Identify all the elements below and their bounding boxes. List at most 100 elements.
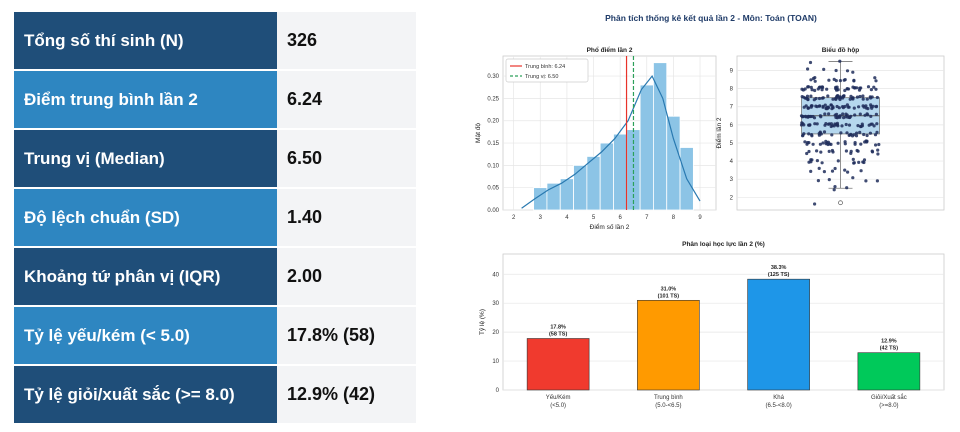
boxplot-point: [872, 85, 876, 89]
bar-category-label: Khá: [773, 395, 784, 401]
boxplot-point: [838, 114, 842, 118]
boxplot-point: [827, 78, 831, 82]
boxplot-point: [870, 149, 874, 153]
legend-median-label: Trung vị: 6.50: [525, 74, 558, 80]
bar-pct-label: 12.9%: [881, 339, 897, 345]
histogram-xtick: 8: [672, 215, 676, 221]
boxplot-point: [809, 160, 813, 164]
boxplot-point: [860, 122, 864, 126]
boxplot-point: [818, 114, 822, 118]
boxplot-point: [838, 59, 842, 63]
boxplot-point: [832, 188, 836, 192]
boxplot-point: [874, 112, 878, 116]
stat-label: Điểm trung bình lần 2: [14, 71, 277, 128]
boxplot-point: [834, 68, 838, 73]
legend-mean-label: Trung bình: 6.24: [525, 64, 565, 70]
bar-category-range: (<5.0): [550, 403, 566, 409]
histogram-ytick: 0.15: [487, 141, 499, 147]
histogram-ytick: 0.25: [487, 96, 499, 102]
stat-value: 326: [277, 12, 416, 69]
boxplot-point: [830, 148, 834, 153]
boxplot-point: [834, 97, 838, 101]
boxplot-point: [830, 107, 834, 111]
boxplot-point: [845, 131, 849, 135]
boxplot-title: Biểu đồ hộp: [822, 45, 860, 54]
boxplot-point: [861, 94, 865, 98]
boxplot-point: [855, 131, 859, 135]
boxplot-point: [814, 96, 818, 101]
boxplot-point: [838, 79, 842, 83]
boxplot-point: [867, 123, 871, 127]
histogram-xtick: 5: [592, 215, 596, 221]
bar-category-label: Yếu/Kém: [546, 395, 571, 401]
boxplot-point: [819, 150, 823, 154]
bar-ytick: 0: [496, 388, 500, 394]
histogram-ytick: 0.10: [487, 163, 499, 169]
boxplot-point: [821, 141, 825, 145]
histogram-ytick: 0.20: [487, 119, 499, 125]
boxplot-point: [853, 142, 857, 146]
boxplot-point: [814, 104, 818, 108]
boxplot-point: [855, 86, 859, 90]
boxplot-point: [811, 114, 815, 119]
boxplot-point: [861, 104, 865, 108]
bar-count-label: (42 TS): [880, 346, 899, 352]
stat-row: Điểm trung bình lần 2 6.24: [14, 71, 416, 128]
boxplot-point: [859, 124, 863, 129]
boxplot-point: [869, 88, 873, 92]
boxplot-point: [874, 143, 878, 147]
boxplot-point: [856, 124, 860, 128]
boxplot-point: [843, 104, 847, 109]
boxplot-point: [876, 152, 880, 156]
category-bar: [857, 352, 921, 391]
boxplot-point: [829, 124, 833, 129]
boxplot-point: [843, 88, 847, 93]
boxplot-point: [817, 85, 821, 89]
boxplot-point: [866, 85, 871, 89]
boxplot-point: [822, 130, 827, 134]
histogram-title: Phổ điểm lần 2: [587, 45, 633, 54]
boxplot-ytick: 8: [730, 87, 734, 93]
stat-value: 12.9% (42): [277, 366, 416, 423]
boxplot-point: [847, 105, 851, 109]
boxplot-point: [875, 179, 879, 183]
boxplot-point: [823, 123, 827, 127]
boxplot-point: [835, 85, 839, 89]
histogram-bar: [599, 142, 614, 211]
boxplot-point: [807, 149, 811, 154]
boxplot-point: [813, 79, 817, 83]
boxplot-point: [805, 151, 809, 156]
histogram-ytick: 0.00: [487, 208, 499, 214]
boxplot-point: [865, 139, 869, 143]
histogram-bar: [666, 115, 681, 211]
histogram-bar: [586, 156, 601, 211]
stat-value: 17.8% (58): [277, 307, 416, 364]
boxplot-point: [835, 104, 839, 109]
boxplot-point: [844, 122, 848, 127]
boxplot-point: [847, 123, 852, 127]
boxplot-point: [858, 130, 862, 134]
histogram-xtick: 9: [698, 215, 702, 221]
boxplot-point: [855, 95, 859, 99]
boxplot-point: [809, 105, 813, 109]
histogram-ytick: 0.05: [487, 186, 499, 192]
boxplot-point: [874, 104, 879, 108]
boxplot-point: [846, 115, 850, 119]
boxplot-ytick: 7: [730, 105, 734, 111]
boxplot-point: [833, 185, 837, 189]
boxplot-point: [829, 103, 833, 107]
boxplot-point: [865, 133, 869, 138]
boxplot-point: [806, 67, 810, 71]
stat-label: Trung vị (Median): [14, 130, 277, 187]
boxplot-ytick: 2: [730, 195, 734, 201]
stat-label: Độ lệch chuẩn (SD): [14, 189, 277, 246]
boxplot-point: [868, 131, 872, 135]
boxplot-point: [815, 149, 819, 153]
boxplot-ylabel: Điểm lần 2: [714, 117, 723, 148]
boxplot-point: [803, 96, 808, 100]
boxplot-point: [859, 169, 863, 173]
histogram-bar: [613, 133, 628, 211]
charts-panel: Phân tích thống kê kết quả lần 2 - Môn: …: [460, 0, 960, 432]
box-plot-chart: 2 3 4 5 6 7 8 9 Biểu đồ hộp Điểm lần 2: [714, 45, 945, 211]
boxplot-point: [873, 76, 877, 80]
